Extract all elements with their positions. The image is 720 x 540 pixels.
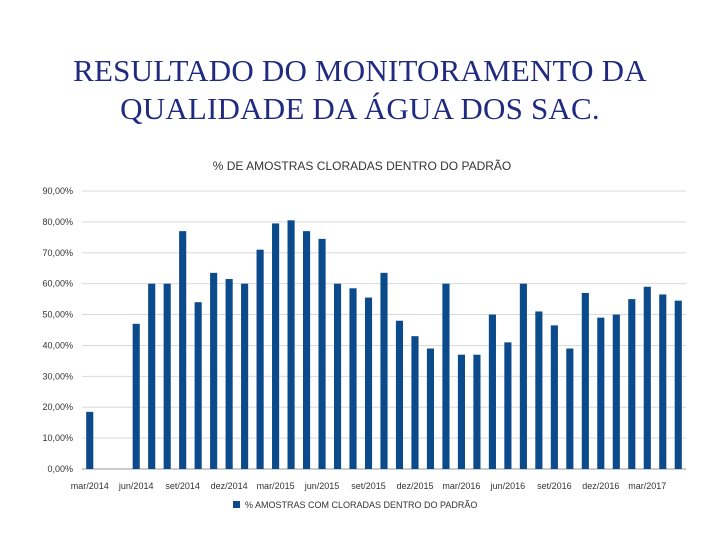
x-tick-label: jun/2015 bbox=[304, 481, 340, 491]
x-tick-label: dez/2015 bbox=[396, 481, 433, 491]
legend-swatch bbox=[233, 501, 240, 508]
y-tick-label: 0,00% bbox=[47, 464, 73, 474]
bar bbox=[318, 238, 326, 469]
y-tick-label: 50,00% bbox=[42, 310, 73, 320]
bar bbox=[659, 294, 667, 469]
bar bbox=[519, 283, 527, 469]
y-tick-label: 20,00% bbox=[42, 402, 73, 412]
y-tick-label: 30,00% bbox=[42, 371, 73, 381]
x-tick-label: jun/2014 bbox=[118, 481, 154, 491]
y-tick-label: 90,00% bbox=[42, 186, 73, 196]
slide-title-line-2: QUALIDADE DA ÁGUA DOS SAC. bbox=[120, 91, 600, 126]
bar bbox=[256, 249, 264, 469]
x-axis-tick-labels: mar/2014 jun/2014 set/2014 dez/2014 mar/2015… bbox=[71, 481, 667, 491]
x-tick-label: mar/2016 bbox=[442, 481, 480, 491]
bar bbox=[179, 231, 187, 469]
bar bbox=[550, 325, 558, 469]
bar bbox=[148, 283, 156, 469]
x-tick-label: mar/2017 bbox=[628, 481, 666, 491]
bar bbox=[303, 231, 311, 469]
slide-title-line-1: RESULTADO DO MONITORAMENTO DA bbox=[73, 53, 647, 88]
bar bbox=[225, 279, 233, 469]
bar-chart: % DE AMOSTRAS CLORADAS DENTRO DO PADRÃO … bbox=[42, 159, 686, 510]
bar bbox=[566, 348, 574, 469]
bar bbox=[426, 348, 435, 469]
bar bbox=[628, 299, 636, 469]
x-tick-label: mar/2015 bbox=[257, 481, 295, 491]
bar bbox=[597, 317, 605, 469]
bar bbox=[488, 314, 496, 469]
legend: % AMOSTRAS COM CLORADAS DENTRO DO PADRÃO bbox=[233, 500, 477, 510]
bar bbox=[395, 320, 404, 469]
bar bbox=[411, 336, 419, 469]
slide-title: RESULTADO DO MONITORAMENTO DA QUALIDADE … bbox=[0, 52, 720, 128]
bars bbox=[86, 220, 682, 469]
bar bbox=[241, 283, 249, 469]
bar bbox=[194, 302, 202, 469]
x-tick-label: dez/2014 bbox=[211, 481, 248, 491]
x-tick-label: set/2016 bbox=[537, 481, 572, 491]
x-tick-label: mar/2014 bbox=[71, 481, 109, 491]
bar bbox=[457, 354, 465, 469]
bar bbox=[380, 272, 388, 469]
bar bbox=[581, 292, 589, 469]
bar bbox=[287, 220, 295, 469]
y-axis-tick-labels: 0,00% 10,00% 20,00% 30,00% 40,00% 50,00% 60,00… bbox=[42, 186, 73, 474]
bar bbox=[333, 283, 342, 469]
bar bbox=[535, 311, 543, 469]
bar bbox=[86, 411, 94, 469]
y-tick-label: 40,00% bbox=[42, 340, 73, 350]
y-tick-label: 70,00% bbox=[42, 248, 73, 258]
bar bbox=[643, 286, 651, 469]
x-tick-label: set/2014 bbox=[165, 481, 200, 491]
bar bbox=[349, 288, 357, 469]
bar bbox=[163, 283, 171, 469]
bar bbox=[504, 342, 512, 469]
x-tick-label: dez/2016 bbox=[582, 481, 619, 491]
bar bbox=[674, 300, 682, 469]
bar bbox=[473, 354, 481, 469]
legend-label: % AMOSTRAS COM CLORADAS DENTRO DO PADRÃO bbox=[245, 500, 477, 510]
y-tick-label: 80,00% bbox=[42, 217, 73, 227]
bar bbox=[132, 323, 140, 469]
chart-title: % DE AMOSTRAS CLORADAS DENTRO DO PADRÃO bbox=[213, 159, 512, 173]
bar bbox=[210, 272, 218, 469]
bar bbox=[272, 223, 280, 469]
y-tick-label: 10,00% bbox=[42, 433, 73, 443]
x-tick-label: jun/2016 bbox=[490, 481, 526, 491]
x-tick-label: set/2015 bbox=[351, 481, 386, 491]
bar bbox=[364, 297, 373, 469]
bar bbox=[442, 283, 450, 469]
y-tick-label: 60,00% bbox=[42, 279, 73, 289]
bar bbox=[612, 314, 620, 469]
